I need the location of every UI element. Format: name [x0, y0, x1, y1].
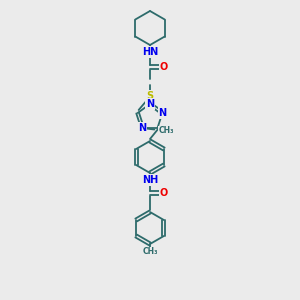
Text: CH₃: CH₃ — [142, 248, 158, 256]
Text: S: S — [146, 91, 154, 101]
Text: N: N — [138, 122, 146, 133]
Text: NH: NH — [142, 175, 158, 185]
Text: N: N — [146, 99, 154, 109]
Text: O: O — [160, 62, 168, 72]
Text: CH₃: CH₃ — [158, 126, 174, 135]
Text: N: N — [158, 108, 166, 118]
Text: HN: HN — [142, 47, 158, 57]
Text: O: O — [160, 188, 168, 198]
